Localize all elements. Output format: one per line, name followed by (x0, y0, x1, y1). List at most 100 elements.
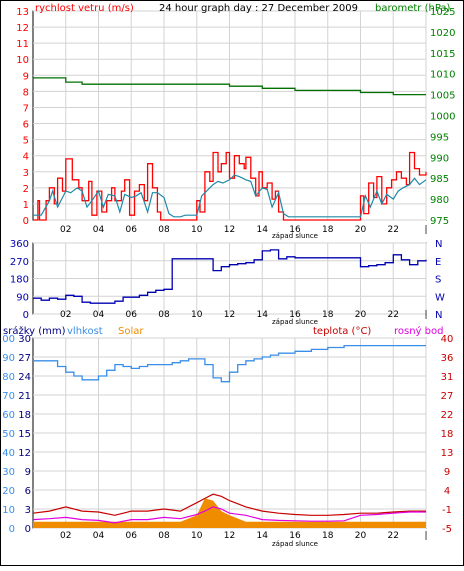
direction-tick-label: 270 (10, 257, 29, 268)
wind-tick-label: 13 (16, 7, 29, 18)
rain-tick-label: 6 (25, 486, 31, 497)
rain-tick-label: 0 (25, 524, 31, 535)
direction-tick-label: 180 (10, 275, 29, 286)
x-tick-label: 04 (93, 225, 105, 235)
humidity-tick-label: 20 (2, 486, 15, 497)
temperature-tick-label: 27 (441, 391, 454, 402)
pressure-tick-label: 1010 (430, 70, 455, 81)
x-tick-label: 22 (388, 310, 399, 320)
temperature-tick-label: 36 (441, 353, 454, 364)
panel-1-series (33, 77, 427, 221)
humidity-tick-label: 70 (2, 391, 15, 402)
x-tick-label: 16 (289, 310, 301, 320)
wind-direction-panel: 0 N 90 W 180 S 270 E 360 N 02 04 06 08 10 12 14 16 18 20 22 |… (10, 239, 445, 326)
pressure-tick-label: 990 (430, 153, 449, 164)
x-tick-label: 20 (355, 225, 367, 235)
wind-tick-label: 11 (16, 39, 29, 50)
panel-1-ticks: 0123456789101112139759809859909951000100… (16, 7, 455, 235)
rain-tick-label: 24 (18, 372, 31, 383)
rain-tick-label: 30 (18, 334, 31, 345)
x-tick-label: 10 (191, 225, 203, 235)
x-tick-label: 06 (126, 225, 138, 235)
x-tick-label: 14 (257, 310, 269, 320)
x-tick-label: 18 (322, 531, 334, 541)
rain-tick-label: 3 (25, 505, 31, 516)
compass-tick-label: E (435, 257, 441, 268)
x-tick-label: | (424, 225, 427, 235)
compass-tick-label: N (435, 310, 442, 321)
panel-3-series (32, 344, 426, 528)
temperature-tick-label: -5 (442, 524, 452, 535)
compass-tick-label: W (435, 292, 445, 303)
temperature-tick-label: 13 (441, 448, 454, 459)
x-tick-label: 14 (257, 531, 269, 541)
wind-pressure-panel: 0123456789101112139759809859909951000100… (16, 3, 455, 240)
x-tick-label: 10 (191, 531, 203, 541)
rain-tick-label: 12 (18, 448, 31, 459)
humidity-tick-label: 30 (2, 467, 15, 478)
wind-gust-line (33, 151, 427, 221)
sunset-label-3: západ slunce (272, 540, 318, 548)
compass-tick-label: N (435, 239, 442, 250)
x-tick-label: 12 (224, 225, 235, 235)
wind-tick-label: 10 (16, 55, 29, 66)
x-tick-label: 20 (355, 531, 367, 541)
pressure-tick-label: 980 (430, 195, 449, 206)
legend-humidity: vlhkost (67, 326, 103, 337)
rain-tick-label: 18 (18, 410, 31, 421)
direction-tick-label: 0 (23, 310, 29, 321)
pressure-tick-label: 1000 (430, 112, 455, 123)
x-tick-label: 12 (224, 310, 235, 320)
pressure-tick-label: 1005 (430, 91, 455, 102)
x-tick-label: 06 (126, 310, 138, 320)
legend-rain: srážky (mm) (3, 325, 66, 337)
x-tick-label: 16 (289, 531, 301, 541)
wind-tick-label: 7 (23, 103, 29, 114)
rain-tick-label: 27 (18, 353, 31, 364)
temperature-tick-label: 40 (441, 334, 454, 345)
x-tick-label: 14 (257, 225, 269, 235)
pressure-tick-label: 995 (430, 132, 449, 143)
x-tick-label: | (424, 531, 427, 541)
pressure-tick-label: 975 (430, 216, 449, 227)
humidity-tick-label: 50 (2, 429, 15, 440)
wind-tick-label: 6 (23, 120, 29, 131)
legend-temperature: teplota (°C) (313, 326, 371, 337)
dewpoint-line (32, 506, 426, 524)
temperature-tick-label: 22 (441, 410, 454, 421)
humidity-tick-label: 80 (2, 372, 15, 383)
legend-solar: Solar (118, 326, 144, 337)
temperature-tick-label: 18 (441, 429, 454, 440)
x-tick-label: 16 (289, 225, 301, 235)
wind-average-line (33, 174, 427, 218)
wind-tick-label: 0 (23, 216, 29, 227)
direction-tick-label: 360 (10, 239, 29, 250)
x-tick-label: 20 (355, 310, 367, 320)
temperature-tick-label: -1 (442, 505, 452, 516)
pressure-tick-label: 985 (430, 174, 449, 185)
rain-tick-label: 15 (18, 429, 31, 440)
direction-tick-label: 90 (16, 292, 29, 303)
temperature-line (32, 493, 426, 516)
x-tick-label: 02 (60, 310, 71, 320)
temperature-tick-label: 9 (444, 467, 450, 478)
wind-tick-label: 12 (16, 23, 29, 34)
x-tick-label: 18 (322, 225, 334, 235)
sunset-label-1: západ slunce (272, 232, 318, 240)
rain-tick-label: 9 (25, 467, 31, 478)
pressure-line (33, 77, 426, 96)
wind-direction-line (33, 249, 427, 304)
x-tick-label: 22 (388, 225, 399, 235)
x-tick-label: 02 (60, 531, 71, 541)
pressure-axis-label: barometr (hPa) (375, 3, 451, 14)
x-tick-label: 06 (126, 531, 138, 541)
pressure-tick-label: 1015 (430, 49, 455, 60)
wind-axis-label: rychlost vetru (m/s) (35, 3, 134, 14)
panel-2-series (33, 249, 427, 304)
wind-tick-label: 9 (23, 71, 29, 82)
temperature-tick-label: 31 (441, 372, 454, 383)
rain-tick-label: 21 (18, 391, 31, 402)
x-tick-label: 02 (60, 225, 71, 235)
x-tick-label: 18 (322, 310, 334, 320)
pressure-tick-label: 1025 (430, 7, 455, 18)
